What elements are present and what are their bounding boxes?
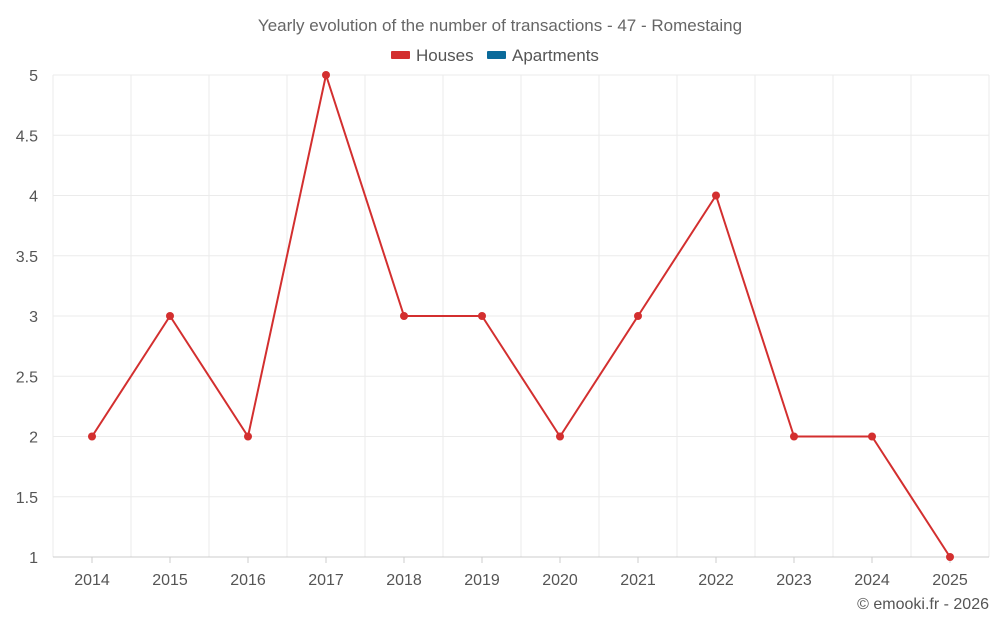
- y-tick-label: 4.5: [16, 128, 38, 145]
- y-tick-label: 2: [29, 430, 38, 447]
- legend-item-apartments[interactable]: Apartments: [487, 46, 599, 65]
- x-tick-label: 2025: [932, 572, 968, 589]
- chart-title: Yearly evolution of the number of transa…: [258, 16, 742, 35]
- x-tick-label: 2016: [230, 572, 266, 589]
- x-tick-label: 2015: [152, 572, 188, 589]
- data-point-houses[interactable]: [88, 432, 96, 441]
- y-tick-label: 1.5: [16, 490, 38, 507]
- data-point-houses[interactable]: [634, 312, 642, 320]
- y-tick-label: 4: [29, 189, 38, 206]
- legend-swatch-houses: [391, 51, 410, 59]
- series-layer: [88, 71, 954, 561]
- y-tick-label: 2.5: [16, 369, 38, 386]
- data-point-houses[interactable]: [478, 312, 486, 320]
- legend: Houses Apartments: [391, 46, 599, 65]
- legend-item-houses[interactable]: Houses: [391, 46, 474, 65]
- x-tick-label: 2019: [464, 572, 500, 589]
- data-point-houses[interactable]: [322, 71, 330, 79]
- x-tick-label: 2022: [698, 572, 734, 589]
- x-tick-label: 2020: [542, 572, 578, 589]
- data-point-houses[interactable]: [790, 432, 798, 441]
- y-tick-label: 1: [29, 550, 38, 567]
- x-tick-label: 2023: [776, 572, 812, 589]
- data-point-houses[interactable]: [712, 191, 720, 200]
- x-axis: 2014 2015 2016 2017 2018 2019 2020 2021 2022 2023…: [53, 556, 989, 589]
- legend-swatch-apartments: [487, 51, 506, 59]
- series-line-houses: [91, 74, 951, 558]
- grid: [52, 74, 990, 557]
- x-tick-label: 2018: [386, 572, 422, 589]
- y-axis: 1 1.5 2 2.5 3 3.5 4 4.5 5: [16, 68, 38, 567]
- y-tick-label: 3.5: [16, 249, 38, 266]
- data-point-houses[interactable]: [244, 432, 252, 441]
- credit-text: © emooki.fr - 2026: [857, 596, 989, 613]
- x-tick-label: 2014: [74, 572, 110, 589]
- x-tick-label: 2017: [308, 572, 344, 589]
- legend-label-houses: Houses: [416, 46, 474, 65]
- data-point-houses[interactable]: [556, 432, 564, 441]
- data-point-houses[interactable]: [400, 312, 408, 320]
- legend-label-apartments: Apartments: [512, 46, 599, 65]
- data-point-houses[interactable]: [868, 432, 876, 441]
- x-tick-label: 2021: [620, 572, 656, 589]
- y-tick-label: 5: [29, 68, 38, 85]
- x-tick-label: 2024: [854, 572, 890, 589]
- y-tick-label: 3: [29, 309, 38, 326]
- data-point-houses[interactable]: [946, 553, 954, 561]
- data-point-houses[interactable]: [166, 312, 174, 320]
